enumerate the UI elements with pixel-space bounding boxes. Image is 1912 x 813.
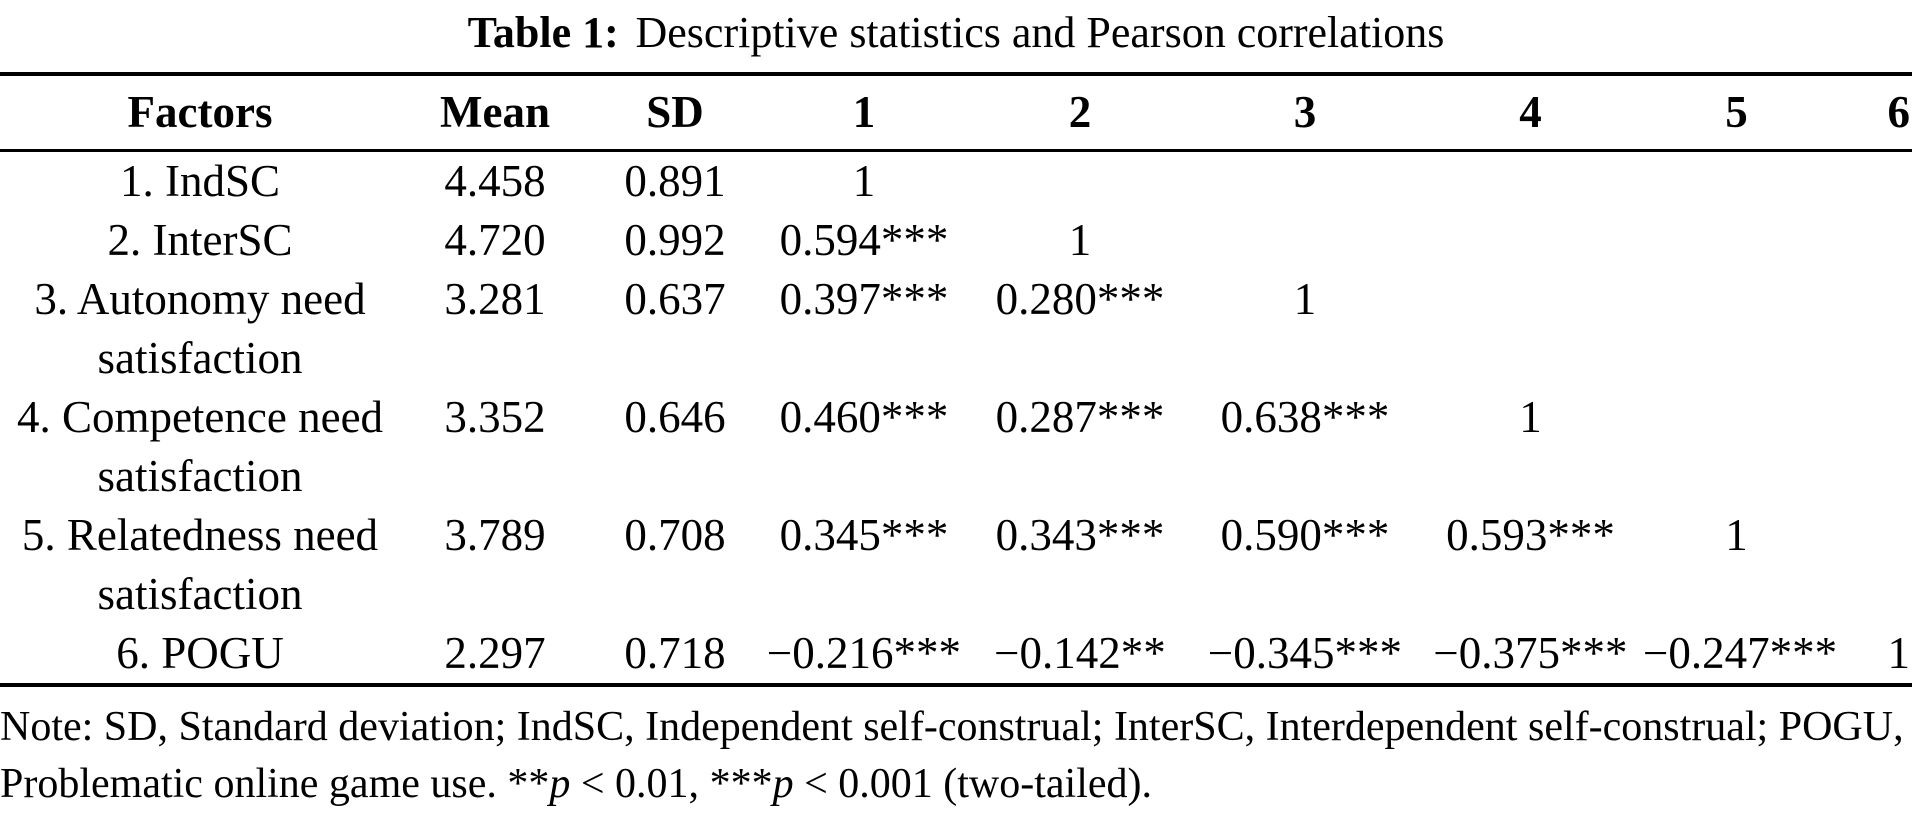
correlation-table: Factors Mean SD 1 2 3 4 5 6 1. IndSC 4.4…: [0, 72, 1912, 687]
table-number-label: Table 1:: [467, 8, 619, 57]
note-line1: Note: SD, Standard deviation; IndSC, Ind…: [0, 704, 1904, 750]
factor-cell: 6. POGU: [116, 628, 284, 678]
factor-cell: 5. Relatedness need satisfaction: [21, 510, 379, 619]
note-line2-prefix: Problematic online game use.: [0, 761, 508, 807]
note-sig1-p: p: [549, 761, 571, 807]
corr-cell-2: [968, 151, 1192, 212]
col-header-3: 3: [1192, 74, 1418, 152]
note-sig1-threshold: < 0.01,: [570, 761, 710, 807]
corr-cell-2: 1: [1068, 215, 1092, 265]
mean-cell: 4.720: [444, 215, 546, 265]
mean-cell: 3.789: [444, 510, 546, 560]
corr-cell-2: −0.142**: [994, 628, 1166, 678]
row-intersc: 2. InterSC 4.720 0.992 0.594*** 1: [0, 211, 1912, 270]
col-header-4: 4: [1418, 74, 1643, 152]
corr-cell-1: 0.345***: [779, 510, 949, 560]
sd-cell: 0.646: [624, 392, 726, 442]
col-header-6: 6: [1830, 74, 1912, 152]
factor-cell: 3. Autonomy need satisfaction: [34, 274, 366, 383]
corr-cell-3: [1192, 151, 1418, 212]
col-header-5: 5: [1643, 74, 1830, 152]
table-title-text: Descriptive statistics and Pearson corre…: [635, 8, 1445, 57]
corr-cell-4: [1418, 270, 1643, 388]
corr-cell-4: 0.593***: [1446, 510, 1615, 560]
row-indsc: 1. IndSC 4.458 0.891 1: [0, 151, 1912, 212]
mean-cell: 4.458: [444, 156, 546, 206]
table-title: Table 1: Descriptive statistics and Pears…: [0, 0, 1912, 58]
corr-cell-5: [1643, 270, 1830, 388]
sd-cell: 0.718: [624, 628, 726, 678]
table-note: Note: SD, Standard deviation; IndSC, Ind…: [0, 699, 1912, 813]
corr-cell-2: 0.287***: [995, 392, 1165, 442]
factor-cell: 1. IndSC: [119, 156, 281, 206]
col-header-sd: SD: [590, 74, 760, 152]
corr-cell-6: [1830, 270, 1912, 388]
sd-cell: 0.891: [624, 156, 726, 206]
mean-cell: 3.281: [444, 274, 546, 324]
corr-cell-5: 1: [1725, 510, 1748, 560]
corr-cell-3: −0.345***: [1207, 628, 1403, 678]
note-sig2-p: p: [772, 761, 794, 807]
note-sig2-threshold: < 0.001 (two-tailed).: [793, 761, 1152, 807]
corr-cell-5: [1643, 388, 1830, 506]
corr-cell-6: [1830, 151, 1912, 212]
corr-cell-4: [1418, 211, 1643, 270]
corr-cell-3: [1192, 211, 1418, 270]
corr-cell-3: 1: [1293, 274, 1317, 324]
corr-cell-3: 0.638***: [1220, 392, 1390, 442]
corr-cell-6: [1830, 211, 1912, 270]
col-header-mean: Mean: [400, 74, 590, 152]
corr-cell-6: [1830, 388, 1912, 506]
note-sig1-stars: **: [507, 761, 550, 807]
col-header-2: 2: [968, 74, 1192, 152]
mean-cell: 2.297: [444, 628, 546, 678]
corr-cell-2: 0.280***: [995, 274, 1165, 324]
corr-cell-1: 1: [852, 156, 876, 206]
factor-cell: 2. InterSC: [107, 215, 293, 265]
row-autonomy: 3. Autonomy need satisfaction 3.281 0.63…: [0, 270, 1912, 388]
sd-cell: 0.708: [624, 510, 726, 560]
corr-cell-5: [1643, 211, 1830, 270]
corr-cell-1: 0.594***: [779, 215, 949, 265]
row-relatedness: 5. Relatedness need satisfaction 3.789 0…: [0, 506, 1912, 624]
row-competence: 4. Competence need satisfaction 3.352 0.…: [0, 388, 1912, 506]
corr-cell-4: −0.375***: [1433, 628, 1628, 678]
corr-cell-1: 0.460***: [779, 392, 949, 442]
note-sig2-stars: ***: [709, 761, 773, 807]
corr-cell-1: 0.397***: [779, 274, 949, 324]
header-row: Factors Mean SD 1 2 3 4 5 6: [0, 74, 1912, 152]
corr-cell-2: 0.343***: [995, 510, 1165, 560]
corr-cell-5: −0.247***: [1643, 628, 1838, 678]
mean-cell: 3.352: [444, 392, 546, 442]
row-pogu: 6. POGU 2.297 0.718 −0.216*** −0.142** −…: [0, 624, 1912, 685]
col-header-factors: Factors: [0, 74, 400, 152]
factor-cell: 4. Competence need satisfaction: [16, 392, 384, 501]
col-header-1: 1: [760, 74, 968, 152]
corr-cell-4: 1: [1519, 392, 1542, 442]
sd-cell: 0.992: [624, 215, 726, 265]
corr-cell-6: [1830, 506, 1912, 624]
sd-cell: 0.637: [624, 274, 726, 324]
corr-cell-3: 0.590***: [1220, 510, 1390, 560]
corr-cell-1: −0.216***: [766, 628, 962, 678]
corr-cell-6: 1: [1887, 628, 1911, 678]
corr-cell-4: [1418, 151, 1643, 212]
corr-cell-5: [1643, 151, 1830, 212]
